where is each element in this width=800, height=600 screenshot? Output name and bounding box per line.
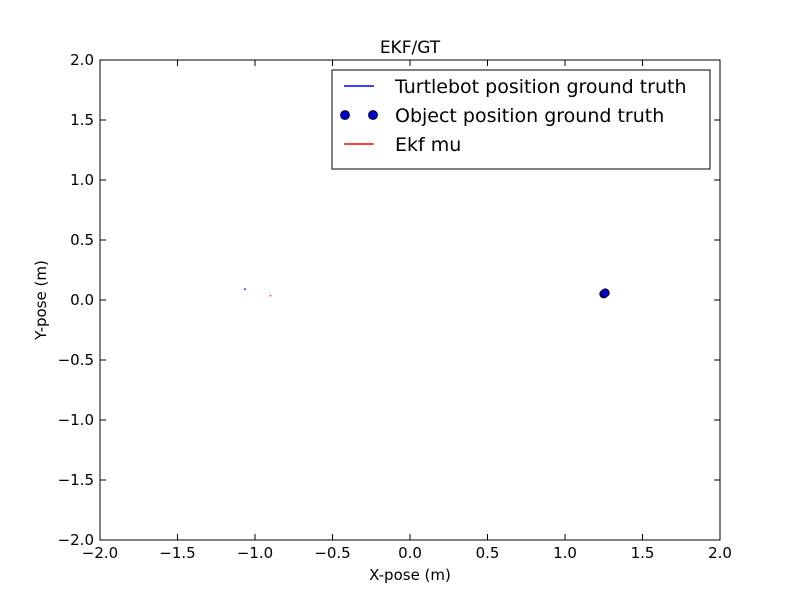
x-tick-label: 0.0 <box>398 544 422 562</box>
x-tick-label: 1.0 <box>553 544 577 562</box>
plot-series <box>244 288 610 299</box>
legend-label-1: Object position ground truth <box>395 105 664 127</box>
x-axis-label: X-pose (m) <box>369 566 451 584</box>
y-tick-label: −2.0 <box>58 531 94 549</box>
x-tick-label: 1.5 <box>631 544 655 562</box>
legend: Turtlebot position ground truth Object po… <box>331 69 711 170</box>
x-tick-label: −1.0 <box>237 544 273 562</box>
y-tick-label: −1.5 <box>58 471 94 489</box>
y-tick-label: 1.5 <box>70 111 94 129</box>
x-tick-label: −1.5 <box>159 544 195 562</box>
x-axis-ticks: −2.0 −1.5 −1.0 −0.5 0.0 0.5 1.0 1.5 2.0 <box>82 60 732 562</box>
y-tick-label: −0.5 <box>58 351 94 369</box>
y-tick-label: 1.0 <box>70 171 94 189</box>
x-tick-label: −2.0 <box>82 544 118 562</box>
x-tick-label: 2.0 <box>708 544 732 562</box>
y-axis-ticks: −2.0 −1.5 −1.0 −0.5 0.0 0.5 1.0 1.5 2.0 <box>58 51 720 549</box>
y-axis-label: Y-pose (m) <box>32 260 50 341</box>
series-point-1 <box>600 288 610 298</box>
legend-swatch-1 <box>340 110 350 120</box>
y-tick-label: −1.0 <box>58 411 94 429</box>
y-tick-label: 0.5 <box>70 231 94 249</box>
x-tick-label: 0.5 <box>476 544 500 562</box>
legend-swatch-1 <box>368 110 378 120</box>
y-tick-label: 2.0 <box>70 51 94 69</box>
legend-label-0: Turtlebot position ground truth <box>394 76 687 98</box>
legend-box <box>331 69 711 170</box>
chart-title: EKF/GT <box>380 38 441 58</box>
x-tick-label: −0.5 <box>314 544 350 562</box>
y-tick-label: 0.0 <box>70 291 94 309</box>
legend-label-2: Ekf mu <box>395 134 461 156</box>
